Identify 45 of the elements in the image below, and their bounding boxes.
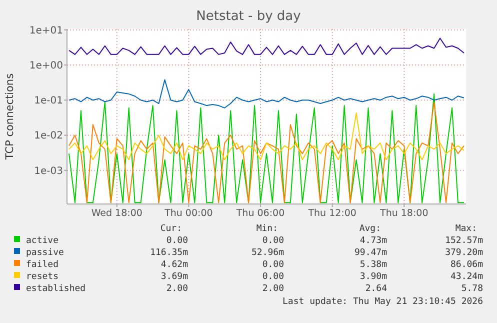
text: 5.78 (461, 284, 483, 294)
chart-title: Netstat - by day (196, 9, 302, 24)
text: 0.00 (262, 260, 284, 270)
text: 152.57m (445, 236, 483, 246)
legend-label: active (26, 236, 59, 246)
legend-label: failed (26, 260, 59, 270)
x-tick-label: Wed 18:00 (91, 208, 142, 219)
line-series (68, 38, 465, 55)
text: 3.69m (160, 272, 188, 282)
legend-label: resets (26, 272, 59, 282)
text: 4.62m (160, 260, 188, 270)
y-tick-label: 1e-03 (34, 166, 63, 177)
text: 52.96m (251, 248, 284, 258)
y-tick-label: 1e-02 (34, 130, 63, 142)
y-axis-title: TCP connections (4, 73, 16, 161)
text: 99.47m (354, 248, 387, 258)
legend-label: passive (26, 248, 64, 258)
text: 5.38m (360, 260, 387, 270)
text: Max: (455, 224, 477, 234)
text: 43.24m (450, 272, 483, 282)
line-series (68, 112, 465, 160)
text: 2.64 (365, 284, 387, 294)
x-tick-label: Thu 12:00 (307, 208, 356, 219)
y-tick-label: 1e-01 (34, 96, 63, 107)
text: 4.73m (360, 236, 387, 246)
text: 116.35m (150, 248, 188, 258)
text: Avg: (359, 224, 381, 234)
text: 86.06m (450, 260, 483, 270)
legend-label: established (26, 284, 86, 294)
text: 0.00 (262, 236, 284, 246)
y-tick-label: 1e+00 (29, 60, 63, 72)
text: 3.90m (360, 272, 387, 282)
text: Min: (256, 224, 278, 234)
text: 2.00 (262, 284, 284, 294)
text: 2.00 (166, 284, 188, 294)
y-tick-label: 1e+01 (29, 25, 63, 36)
text: Last update: Thu May 21 23:10:45 2026 (282, 297, 483, 308)
x-tick-label: Thu 18:00 (379, 208, 428, 219)
text: 0.00 (262, 272, 284, 282)
text: Cur: (160, 224, 182, 234)
x-tick-label: Thu 06:00 (235, 208, 285, 219)
x-tick-label: Thu 00:00 (164, 208, 213, 219)
text: 0.00 (166, 236, 188, 246)
line-series (68, 79, 465, 108)
text: 379.20m (445, 248, 483, 258)
